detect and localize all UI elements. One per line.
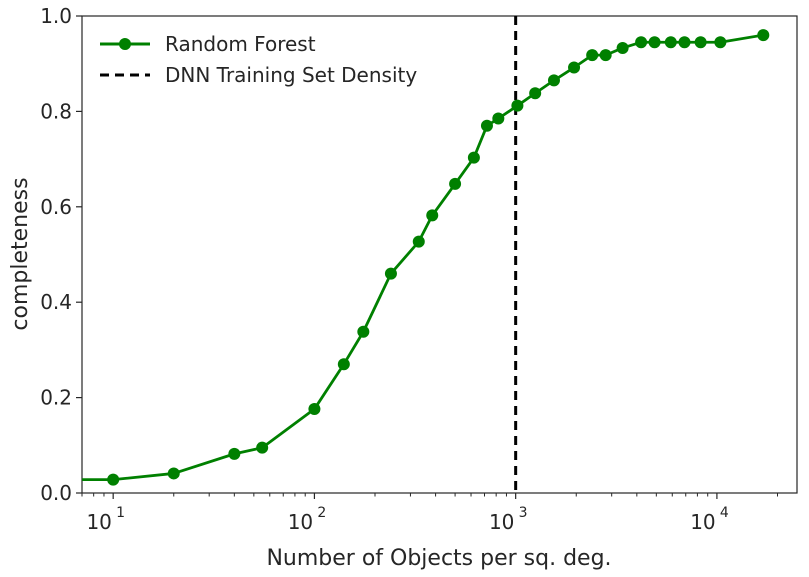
random-forest-point [308, 403, 321, 416]
x-axis-label: Number of Objects per sq. deg. [266, 546, 611, 571]
y-axis-label: completeness [8, 177, 33, 330]
random-forest-point [529, 87, 542, 100]
random-forest-point [678, 36, 691, 49]
y-tick-label: 0.6 [40, 195, 72, 219]
random-forest-point [412, 235, 425, 248]
random-forest-point [228, 447, 241, 460]
x-tick-label: 10 [86, 510, 111, 534]
legend: Random Forest DNN Training Set Density [100, 32, 417, 87]
random-forest-point [547, 74, 560, 87]
x-axis-ticks: 10 1 10 2 10 3 10 4 [81, 493, 778, 534]
x-tick-label: 10 [288, 510, 313, 534]
y-tick-label: 0.2 [40, 386, 72, 410]
random-forest-point [107, 473, 120, 486]
random-forest-point [449, 177, 462, 190]
y-tick-label: 1.0 [40, 4, 72, 28]
random-forest-point [384, 267, 397, 280]
random-forest-point [586, 49, 599, 62]
random-forest-point [694, 36, 707, 49]
random-forest-point [648, 36, 661, 49]
random-forest-point [167, 467, 180, 480]
y-tick-label: 0.0 [40, 481, 72, 505]
series-layer [82, 16, 770, 493]
x-tick-exponent: 1 [116, 505, 125, 521]
random-forest-point [480, 119, 493, 132]
random-forest-point [664, 36, 677, 49]
y-tick-label: 0.4 [40, 290, 72, 314]
random-forest-point [511, 99, 524, 112]
random-forest-point [714, 36, 727, 49]
x-tick-exponent: 2 [317, 505, 326, 521]
random-forest-point [426, 209, 439, 222]
random-forest-point [357, 325, 370, 338]
x-tick-label: 10 [489, 510, 514, 534]
x-tick-label: 10 [690, 510, 715, 534]
y-tick-label: 0.8 [40, 99, 72, 123]
random-forest-point [467, 151, 480, 164]
random-forest-point [337, 358, 350, 371]
random-forest-point [616, 41, 629, 54]
plot-area [81, 15, 798, 494]
x-tick-exponent: 4 [720, 505, 729, 521]
random-forest-point [492, 112, 505, 125]
x-tick-exponent: 3 [519, 505, 528, 521]
random-forest-point [635, 36, 648, 49]
legend-label-random-forest: Random Forest [165, 32, 316, 56]
random-forest-point [757, 29, 770, 42]
random-forest-point [568, 61, 581, 74]
y-axis-ticks: 0.0 0.2 0.4 0.6 0.8 1.0 [40, 4, 82, 505]
legend-marker-random-forest [119, 38, 131, 50]
random-forest-point [256, 441, 269, 454]
random-forest-point [599, 49, 612, 62]
legend-label-dnn-density: DNN Training Set Density [165, 63, 417, 87]
